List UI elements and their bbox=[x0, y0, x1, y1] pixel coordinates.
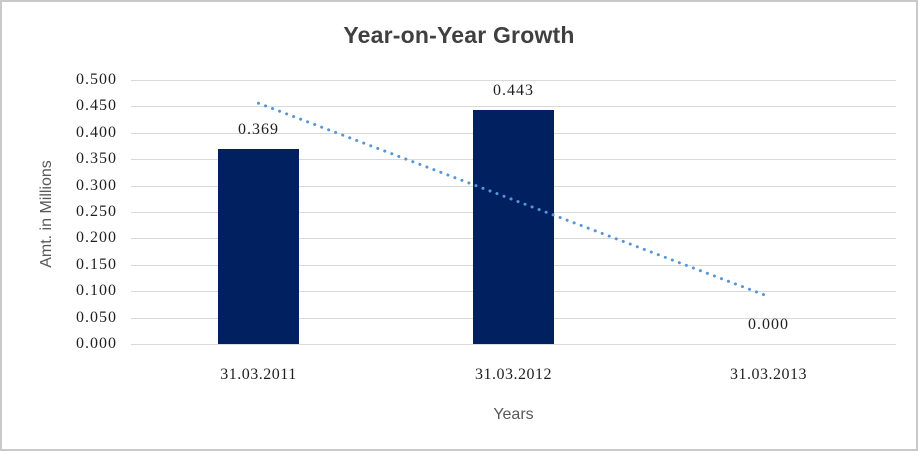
y-tick-label: 0.200 bbox=[76, 229, 117, 247]
chart-title: Year-on-Year Growth bbox=[343, 22, 575, 48]
gridline bbox=[131, 344, 896, 345]
bar-31.03.2012 bbox=[473, 110, 554, 344]
gridline bbox=[131, 80, 896, 81]
y-tick-label: 0.500 bbox=[76, 71, 117, 88]
x-tick-label: 31.03.2012 bbox=[475, 366, 552, 383]
y-tick-label: 0.000 bbox=[76, 335, 117, 352]
y-tick-label: 0.350 bbox=[76, 150, 117, 168]
x-tick-label: 31.03.2011 bbox=[220, 366, 297, 383]
y-tick-label: 0.400 bbox=[76, 123, 117, 141]
y-tick-label: 0.300 bbox=[76, 176, 117, 194]
plot-area: 0.369 0.443 0.000 bbox=[131, 80, 896, 345]
trendline-path bbox=[257, 101, 770, 298]
y-tick-label: 0.100 bbox=[76, 282, 117, 300]
y-tick-label: 0.250 bbox=[76, 203, 117, 220]
trendline bbox=[257, 101, 770, 298]
y-tick-label: 0.450 bbox=[76, 97, 117, 115]
x-axis-title: Years bbox=[493, 406, 534, 423]
gridline bbox=[131, 106, 896, 108]
bar-31.03.2011 bbox=[218, 149, 299, 344]
bar-value-label: 0.000 bbox=[748, 316, 789, 333]
y-tick-label: 0.050 bbox=[76, 308, 117, 326]
x-tick-label: 31.03.2013 bbox=[730, 366, 807, 383]
y-tick-label: 0.150 bbox=[76, 255, 117, 273]
bar-value-label: 0.369 bbox=[238, 121, 279, 139]
bar-value-label: 0.443 bbox=[493, 82, 534, 100]
